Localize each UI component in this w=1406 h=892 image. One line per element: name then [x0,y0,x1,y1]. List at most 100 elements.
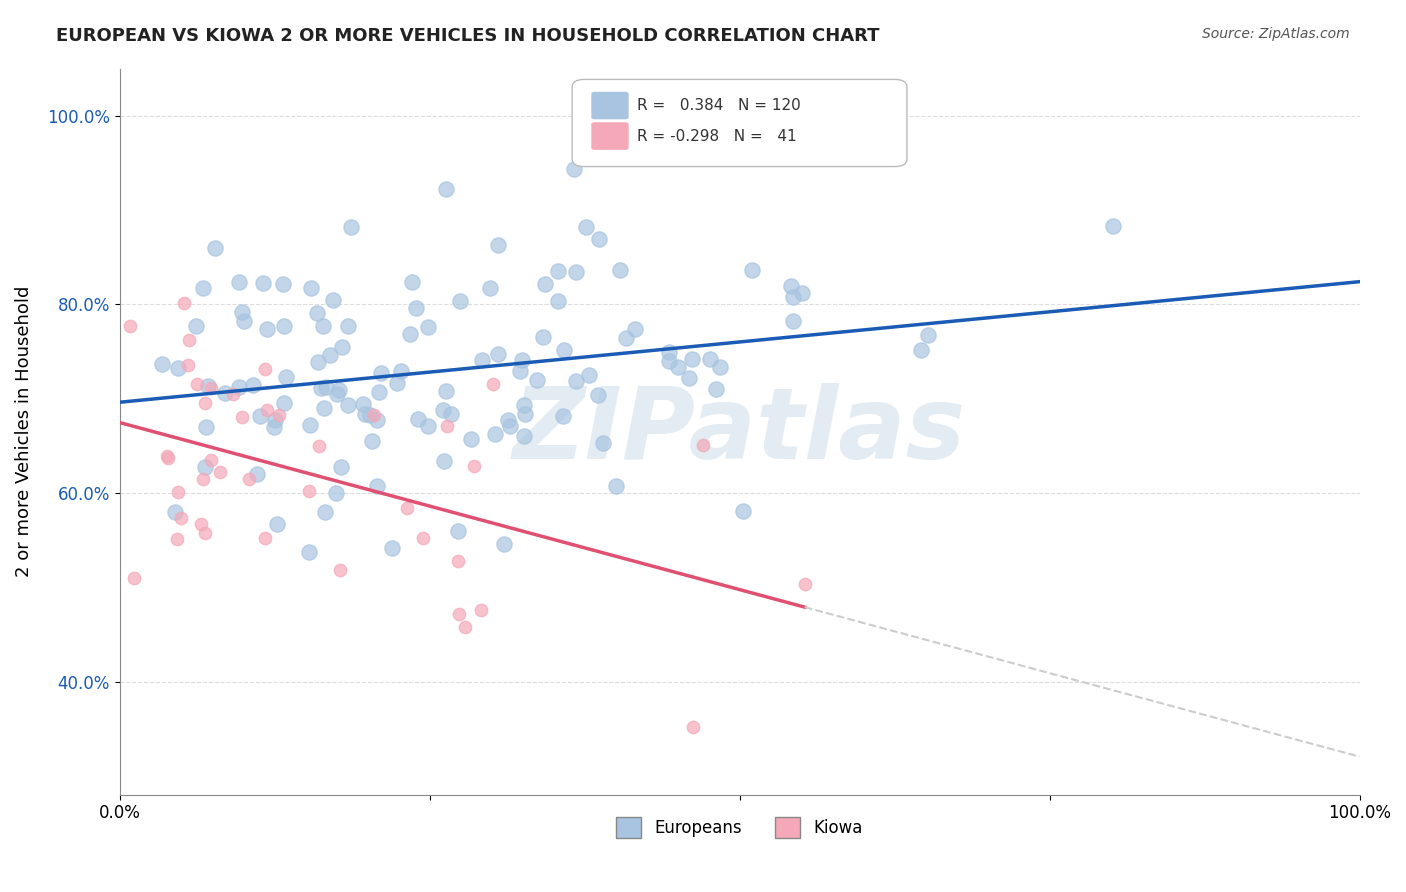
Point [434,384,457,399]
Point [328,383,350,397]
Point [917,327,939,342]
Point [249,409,271,424]
Point [194,525,217,540]
Point [298,484,321,499]
Point [363,409,385,423]
Point [396,501,419,516]
Point [156,449,179,463]
Point [124,571,146,585]
Point [565,374,588,388]
Point [614,331,637,345]
Point [208,466,231,480]
Point [578,368,600,383]
Point [177,358,200,372]
Point [478,281,501,295]
Point [330,340,353,354]
Point [242,377,264,392]
Point [481,377,503,392]
Point [231,409,253,424]
Point [325,386,347,401]
Point [190,517,212,532]
Point [492,537,515,551]
Point [513,398,536,412]
Point [273,318,295,333]
Point [553,409,575,423]
Point [678,371,700,385]
Point [359,409,381,423]
Point [418,319,440,334]
Point [314,401,336,415]
Point [741,262,763,277]
Point [360,434,382,448]
Point [401,275,423,289]
Point [547,294,569,309]
Point [339,220,361,235]
Point [484,426,506,441]
Point [194,420,217,434]
Point [592,435,614,450]
Point [254,531,277,545]
Point [509,364,531,378]
Point [329,459,352,474]
Point [562,162,585,177]
Point [780,279,803,293]
FancyBboxPatch shape [572,79,907,167]
Point [322,293,344,308]
Point [531,329,554,343]
Point [194,460,217,475]
Point [252,277,274,291]
Point [681,352,703,367]
Point [692,438,714,452]
Point [367,385,389,400]
Point [575,220,598,235]
Point [416,419,439,434]
Point [266,517,288,532]
Text: EUROPEAN VS KIOWA 2 OR MORE VEHICLES IN HOUSEHOLD CORRELATION CHART: EUROPEAN VS KIOWA 2 OR MORE VEHICLES IN … [56,27,880,45]
Point [381,541,404,556]
Point [299,418,322,433]
Point [186,376,208,391]
Point [910,343,932,358]
Point [352,397,374,411]
Point [658,344,681,359]
Point [336,398,359,412]
Point [704,382,727,396]
Point [328,563,350,577]
Point [790,286,813,301]
Point [179,333,201,347]
Point [308,439,330,453]
Point [256,403,278,417]
Point [470,603,492,617]
Point [170,510,193,524]
Point [1102,219,1125,234]
Point [447,524,470,539]
Point [389,364,412,378]
Point [370,367,392,381]
Text: R =   0.384   N = 120: R = 0.384 N = 120 [637,98,800,113]
Point [432,402,454,417]
Point [312,319,335,334]
Point [325,486,347,500]
Point [193,281,215,295]
Point [460,432,482,446]
Point [385,376,408,390]
Point [709,360,731,375]
Point [166,532,188,546]
Point [150,357,173,371]
Point [447,554,470,568]
Point [782,290,804,304]
Point [512,429,534,443]
Point [513,407,536,421]
Point [436,418,458,433]
Point [408,412,430,426]
Text: ZIPatlas: ZIPatlas [513,383,966,480]
Point [298,545,321,559]
Point [163,505,186,519]
Point [564,264,586,278]
Point [214,385,236,400]
Point [433,454,456,468]
Point [486,238,509,252]
Point [440,407,463,421]
Point [553,343,575,358]
Point [228,276,250,290]
